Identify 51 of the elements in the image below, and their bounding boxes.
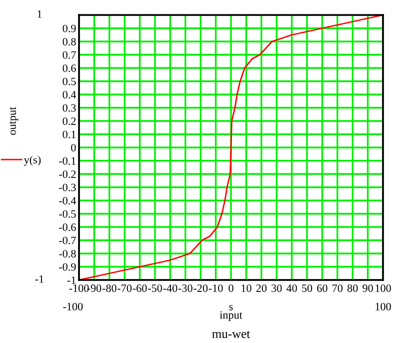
text: 1 bbox=[38, 10, 42, 18]
text: mu-wet bbox=[212, 330, 250, 338]
x-tick-label: -70 bbox=[118, 284, 132, 292]
y-tick-label: 0.4 bbox=[62, 90, 76, 99]
y-tick-label: -0.1 bbox=[59, 157, 76, 165]
text: -1 bbox=[35, 275, 44, 283]
y-tick-label: -0.5 bbox=[59, 210, 76, 218]
x-axis-title: input bbox=[220, 311, 242, 321]
x-tick-label: -10 bbox=[208, 284, 223, 292]
y-tick-label: -0.4 bbox=[59, 196, 76, 205]
x-tick-label: 80 bbox=[347, 284, 358, 292]
text: s bbox=[229, 305, 233, 310]
x-tick-label: -50 bbox=[148, 284, 162, 292]
y-tick-label: -0.7 bbox=[59, 236, 76, 244]
x-tick-label: 10 bbox=[242, 284, 252, 292]
x-tick-label: 30 bbox=[272, 284, 282, 292]
line-series bbox=[79, 15, 383, 280]
y-axis-title: output bbox=[10, 106, 18, 135]
x-tick-label: -90 bbox=[87, 284, 102, 292]
x-tick-label: 0 bbox=[228, 284, 234, 292]
y-tick-label: 0 bbox=[71, 144, 76, 152]
x-tick-label: -30 bbox=[178, 284, 192, 292]
y-tick-label: -0.6 bbox=[59, 223, 76, 232]
x-tick-label: -60 bbox=[132, 284, 147, 292]
y-tick-label: 0.6 bbox=[62, 64, 76, 72]
y-tick-label: 0.3 bbox=[62, 104, 76, 112]
y-tick-label: 0.1 bbox=[62, 130, 76, 138]
x-tick-label: 40 bbox=[286, 284, 297, 292]
x-tick-label: 70 bbox=[332, 284, 343, 292]
y-tick-label: -0.9 bbox=[59, 263, 76, 271]
x-tick-label: -20 bbox=[194, 284, 208, 292]
x-tick-label: -80 bbox=[102, 284, 116, 292]
x-tick-label: 90 bbox=[362, 284, 373, 292]
x-tick-label: -100 bbox=[69, 284, 89, 292]
text: 100 bbox=[376, 302, 391, 310]
y-tick-label: 0.9 bbox=[62, 24, 76, 32]
text: -100 bbox=[63, 302, 83, 310]
y-tick-label: 0.8 bbox=[62, 38, 76, 46]
y-tick-label: -0.2 bbox=[59, 170, 76, 178]
x-tick-label: 50 bbox=[302, 284, 312, 292]
y-tick-label: 0.5 bbox=[62, 78, 76, 86]
y-tick-label: -0.8 bbox=[59, 250, 76, 258]
x-tick-label: 60 bbox=[317, 284, 328, 292]
y-tick-label: 0.2 bbox=[62, 117, 76, 126]
x-tick-label: -40 bbox=[163, 284, 178, 292]
x-tick-label: 100 bbox=[376, 284, 391, 292]
y-tick-label: 0.7 bbox=[62, 51, 76, 59]
y-tick-label: -1 bbox=[67, 276, 76, 284]
y-tick-label: -0.3 bbox=[59, 184, 76, 192]
legend-label: y(s) bbox=[24, 156, 41, 166]
x-tick-label: 20 bbox=[256, 284, 267, 292]
